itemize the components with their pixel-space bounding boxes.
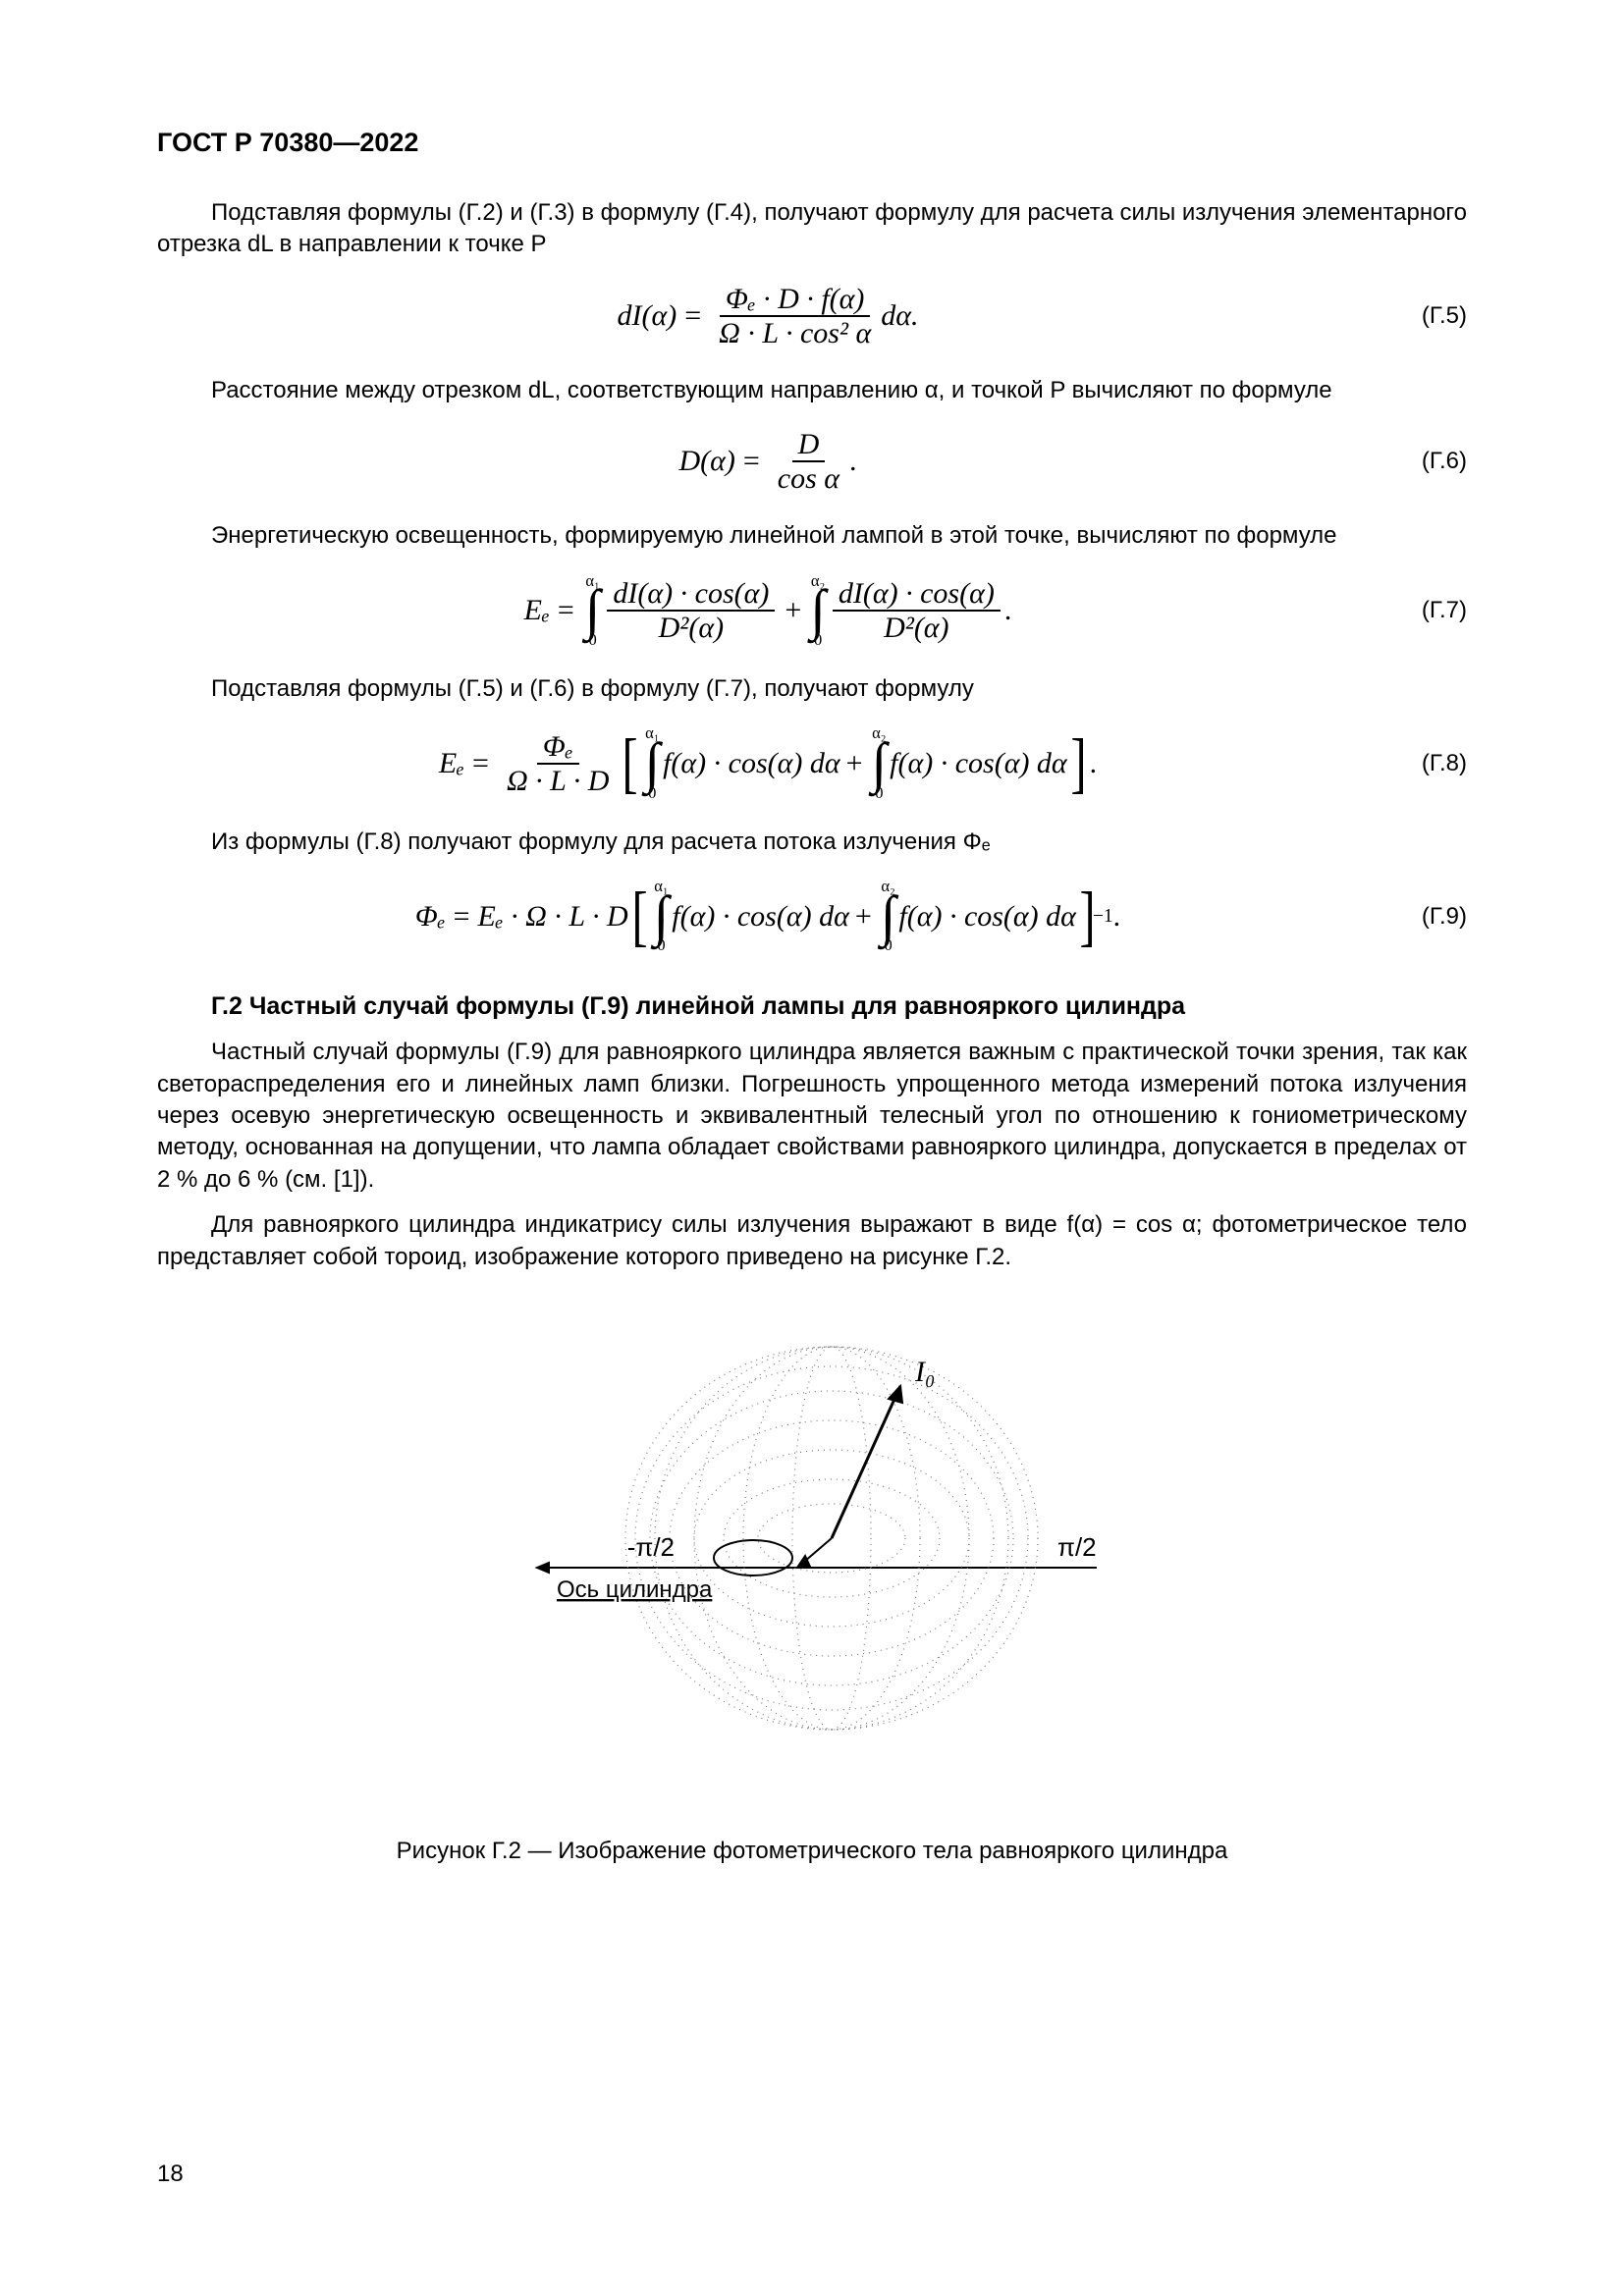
figure-g2-caption: Рисунок Г.2 — Изображение фотометрическо… (157, 1838, 1467, 1865)
figure-vector-label: I₀ (914, 1356, 935, 1388)
f9-int1-lo: 0 (657, 938, 665, 953)
f8-plus: + (846, 747, 863, 780)
paragraph-3: Энергетическую освещенность, формируемую… (157, 520, 1467, 552)
f8-coef-num: Φₑ (537, 730, 579, 765)
paragraph-1: Подставляя формулы (Г.2) и (Г.3) в форму… (157, 197, 1467, 261)
paragraph-2: Расстояние между отрезком dL, соответств… (157, 375, 1467, 406)
f8-lhs: Eₑ (439, 747, 464, 780)
f7-tail: . (1004, 594, 1012, 627)
figure-left-angle: -π/2 (627, 1532, 675, 1562)
formula-g8-row: Eₑ = Φₑ Ω · L · D [ α₁ ∫ 0 f(α) · cos(α)… (157, 726, 1467, 800)
figure-axis-label: Ось цилиндра (557, 1576, 713, 1603)
f6-tail: . (849, 445, 857, 478)
section-g2-title: Г.2 Частный случай формулы (Г.9) линейно… (157, 992, 1467, 1021)
f8-coef-den: Ω · L · D (501, 765, 616, 797)
f7-int1-lo: 0 (588, 633, 596, 648)
formula-g5-number: (Г.5) (1379, 302, 1467, 330)
paragraph-7: Для равнояркого цилиндра индикатрису сил… (157, 1209, 1467, 1273)
formula-g9: Φₑ = Eₑ · Ω · L · D [ α₁ ∫ 0 f(α) · cos(… (157, 880, 1379, 953)
f7-t1-den: D²(α) (653, 612, 730, 644)
f9-tail: . (1113, 900, 1121, 934)
f6-den: cos α (772, 462, 845, 495)
f9-lhs: Φₑ (415, 900, 446, 934)
f5-lhs: dI(α) (618, 299, 677, 333)
f5-eq: = (684, 299, 701, 333)
f8-int1-lo: 0 (648, 786, 656, 801)
formula-g8-number: (Г.8) (1379, 750, 1467, 777)
f8-term1: f(α) · cos(α) dα (663, 747, 840, 780)
formula-g6-row: D(α) = D cos α . (Г.6) (157, 428, 1467, 495)
f6-eq: = (743, 445, 760, 478)
paragraph-5: Из формулы (Г.8) получают формулу для ра… (157, 827, 1467, 858)
f5-num: Φₑ · D · f(α) (720, 283, 870, 317)
f7-eq: = (558, 594, 574, 627)
f7-t2-num: dI(α) · cos(α) (833, 577, 1001, 612)
formula-g6: D(α) = D cos α . (157, 428, 1379, 495)
f9-int2-lo: 0 (884, 938, 892, 953)
formula-g8: Eₑ = Φₑ Ω · L · D [ α₁ ∫ 0 f(α) · cos(α)… (157, 726, 1379, 800)
page-number: 18 (157, 2161, 184, 2188)
formula-g6-number: (Г.6) (1379, 448, 1467, 475)
page: ГОСТ Р 70380—2022 Подставляя формулы (Г.… (0, 0, 1624, 2296)
f9-eq: = (454, 900, 470, 934)
figure-right-angle: π/2 (1057, 1532, 1097, 1562)
document-code: ГОСТ Р 70380—2022 (157, 128, 1467, 158)
f9-term2: f(α) · cos(α) dα (898, 900, 1076, 934)
paragraph-6: Частный случай формулы (Г.9) для равнояр… (157, 1037, 1467, 1196)
f7-int2-lo: 0 (814, 633, 822, 648)
f7-plus: + (785, 594, 801, 627)
f8-tail: . (1090, 747, 1098, 780)
f6-num: D (792, 428, 826, 462)
f8-eq: = (472, 747, 489, 780)
figure-g2: I₀ -π/2 π/2 Ось цилиндра (157, 1293, 1467, 1803)
f8-int2-lo: 0 (875, 786, 883, 801)
formula-g7-number: (Г.7) (1379, 597, 1467, 624)
paragraph-4: Подставляя формулы (Г.5) и (Г.6) в форму… (157, 673, 1467, 705)
formula-g9-row: Φₑ = Eₑ · Ω · L · D [ α₁ ∫ 0 f(α) · cos(… (157, 880, 1467, 953)
formula-g5-row: dI(α) = Φₑ · D · f(α) Ω · L · cos² α dα.… (157, 283, 1467, 349)
f5-tail: dα. (881, 299, 918, 333)
formula-g5: dI(α) = Φₑ · D · f(α) Ω · L · cos² α dα. (157, 283, 1379, 349)
f7-lhs: Eₑ (524, 594, 550, 627)
f9-plus: + (855, 900, 872, 934)
formula-g7: Eₑ = α₁ ∫ 0 dI(α) · cos(α) D²(α) + α₂ ∫ … (157, 574, 1379, 648)
f6-lhs: D(α) (678, 445, 734, 478)
f7-t1-num: dI(α) · cos(α) (607, 577, 775, 612)
f9-coef: Eₑ · Ω · L · D (477, 900, 627, 934)
f9-term1: f(α) · cos(α) dα (672, 900, 849, 934)
formula-g7-row: Eₑ = α₁ ∫ 0 dI(α) · cos(α) D²(α) + α₂ ∫ … (157, 574, 1467, 648)
f8-term2: f(α) · cos(α) dα (890, 747, 1067, 780)
f7-t2-den: D²(α) (878, 612, 954, 644)
f9-exp: −1 (1093, 906, 1113, 928)
toroid-diagram-icon: I₀ -π/2 π/2 Ось цилиндра (429, 1293, 1195, 1803)
f5-den: Ω · L · cos² α (713, 317, 877, 349)
formula-g9-number: (Г.9) (1379, 903, 1467, 931)
